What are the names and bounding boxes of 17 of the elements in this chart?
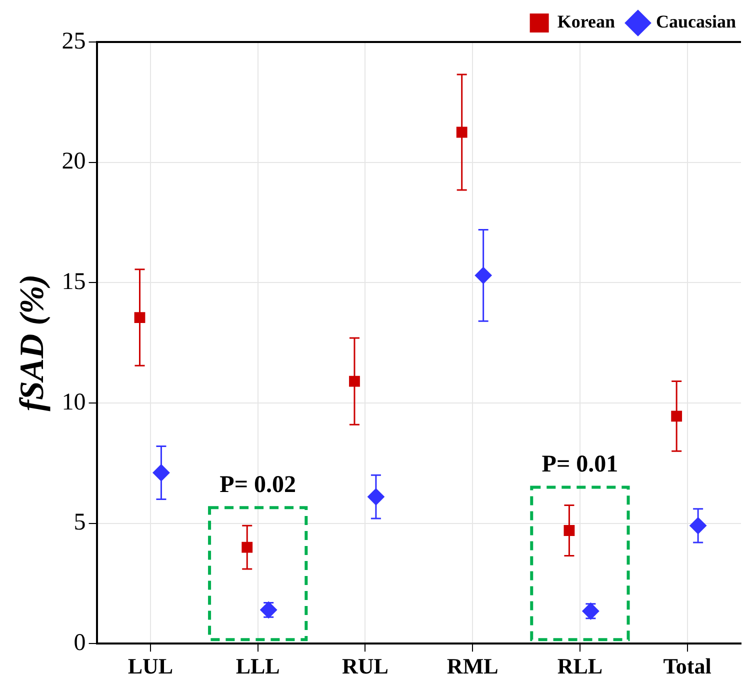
annotation: P= 0.02 (220, 472, 296, 498)
y-tick-label: 0 (74, 630, 86, 656)
y-tick-label: 10 (62, 389, 86, 416)
annotation: P= 0.01 (542, 451, 618, 478)
y-tick-label: 5 (74, 510, 86, 536)
x-tick-label: RUL (342, 653, 388, 678)
y-tick-label: 20 (62, 148, 86, 175)
x-tick-label: RML (446, 653, 498, 678)
legend-label: Caucasian (656, 12, 736, 32)
y-tick-label: 15 (62, 268, 86, 295)
x-tick-label: RLL (557, 653, 603, 678)
x-tick-label: LLL (236, 653, 280, 678)
y-axis-title: fSAD (%) (14, 274, 52, 412)
x-tick-label: Total (663, 653, 712, 678)
y-tick-label: 25 (62, 28, 86, 54)
x-tick-label: LUL (128, 653, 174, 678)
legend-label: Korean (557, 12, 615, 32)
